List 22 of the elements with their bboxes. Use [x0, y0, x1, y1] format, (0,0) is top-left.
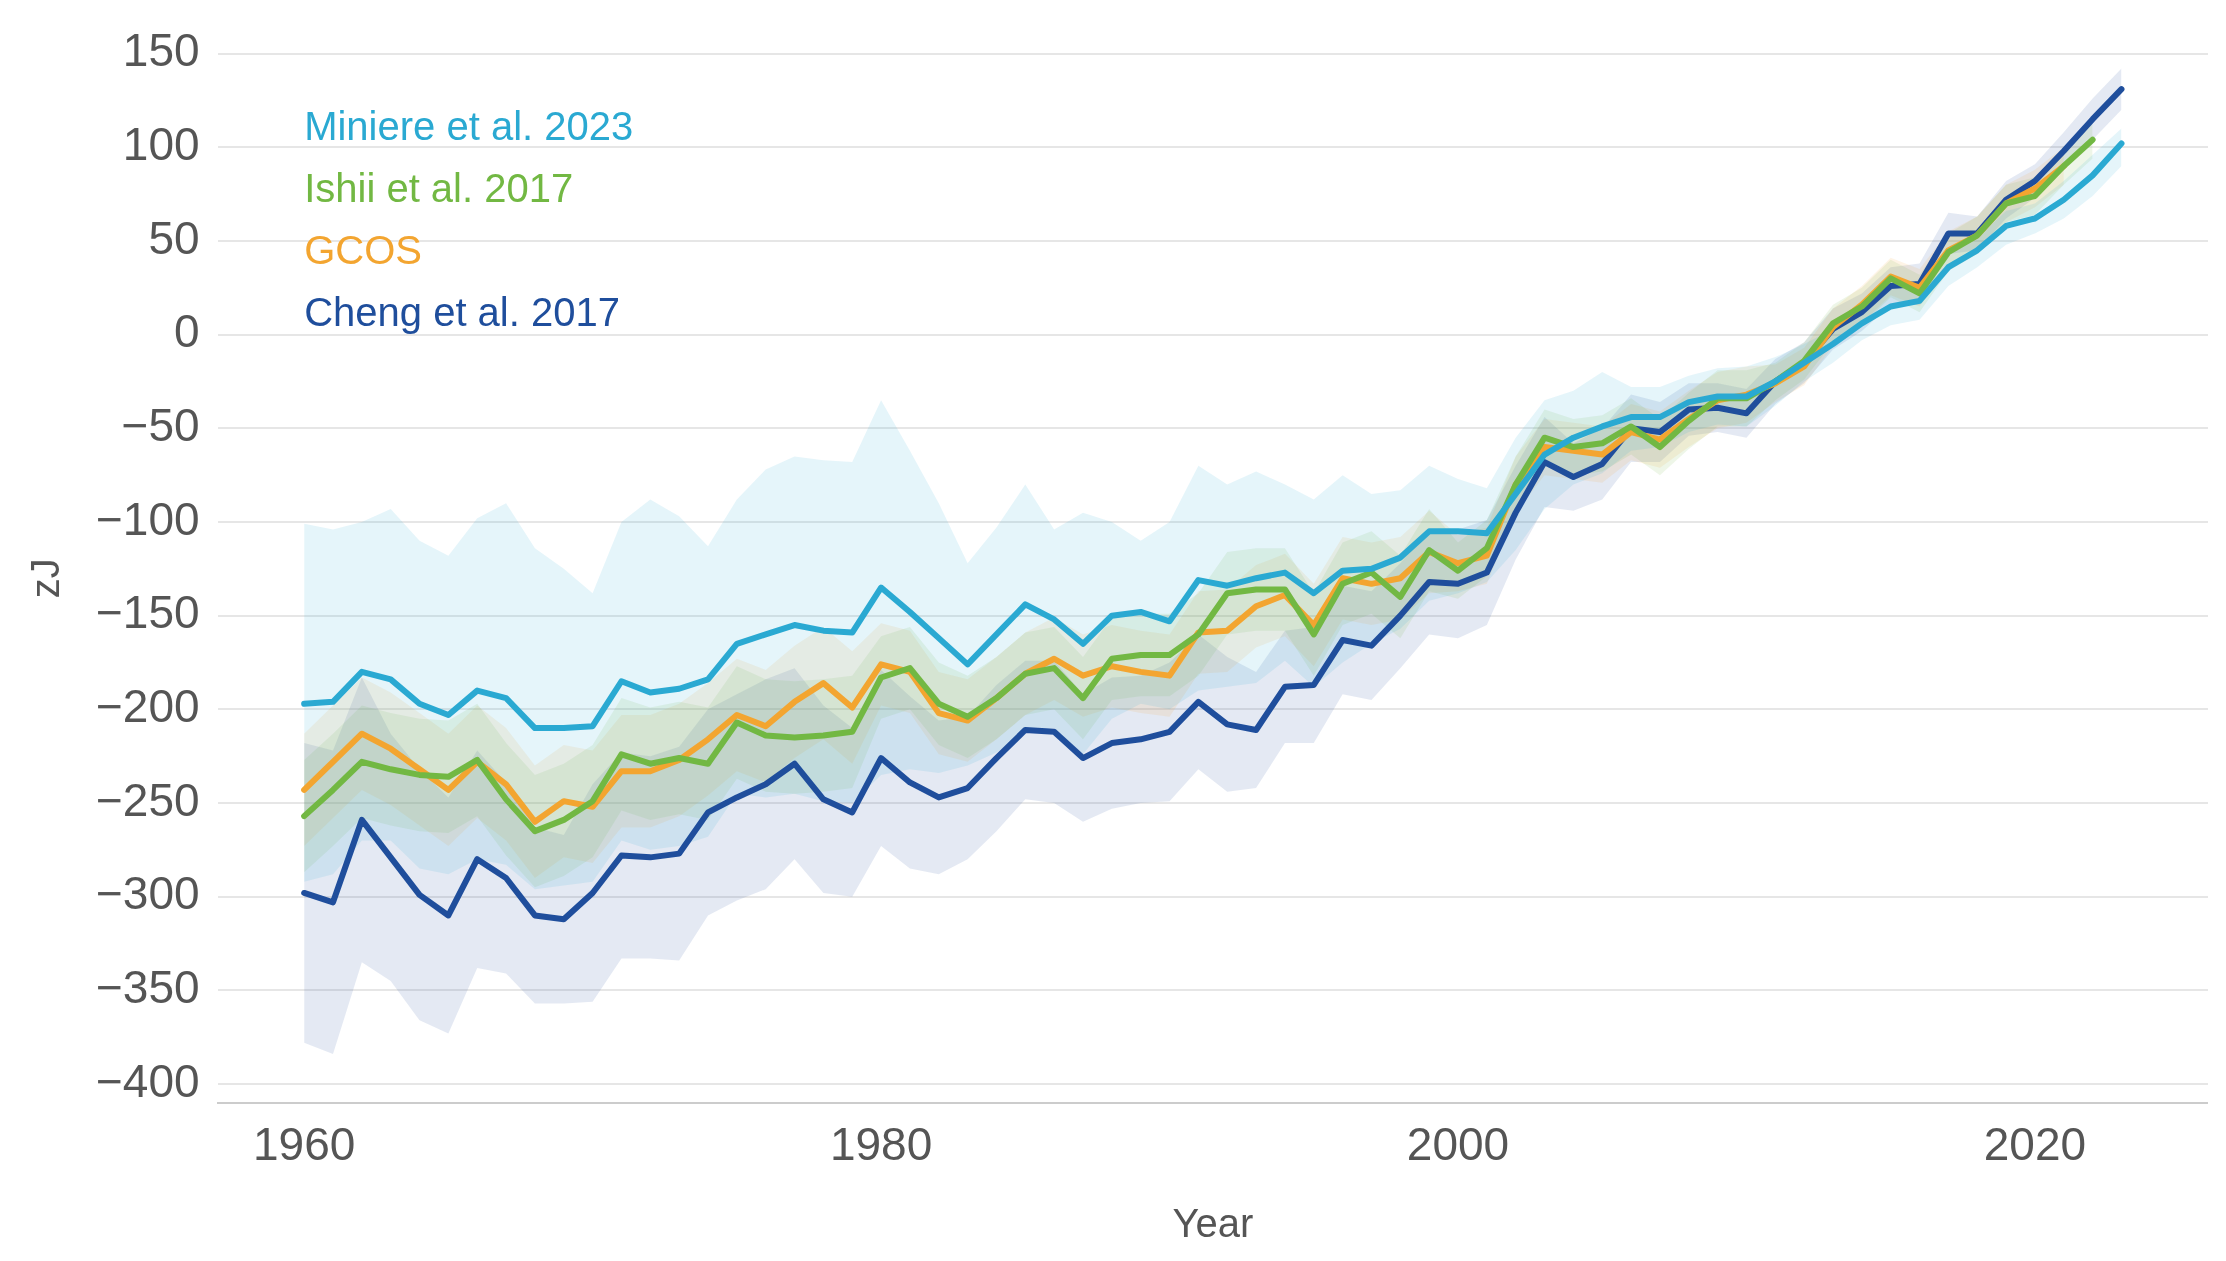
y-tick-label: −300	[95, 867, 200, 920]
y-tick-label: −350	[95, 961, 200, 1014]
x-tick-label: 1960	[252, 1118, 356, 1171]
y-tick-label: −400	[95, 1054, 200, 1107]
y-tick-label: 50	[148, 211, 200, 264]
text: Miniere et al. 2023	[304, 103, 634, 148]
y-tick-label: 0	[174, 305, 200, 358]
text: Cheng et al. 2017	[304, 289, 620, 334]
y-tick-label: −50	[121, 399, 200, 451]
x-axis-title: Year	[1172, 1201, 1254, 1246]
y-tick-label: −250	[95, 773, 200, 826]
y-tick-label: −100	[95, 492, 200, 545]
y-tick-label: 150	[122, 24, 200, 77]
y-axis-title: zJ	[23, 558, 68, 599]
x-tick-label: 1980	[829, 1118, 933, 1171]
x-tick-label: 2000	[1406, 1118, 1510, 1171]
y-tick-label: −200	[95, 680, 200, 733]
x-tick-label: 2020	[1983, 1118, 2087, 1171]
text: GCOS	[304, 227, 422, 272]
y-tick-label: −150	[95, 586, 200, 639]
y-tick-label: 100	[122, 117, 200, 170]
text: Ishii et al. 2017	[304, 165, 574, 210]
